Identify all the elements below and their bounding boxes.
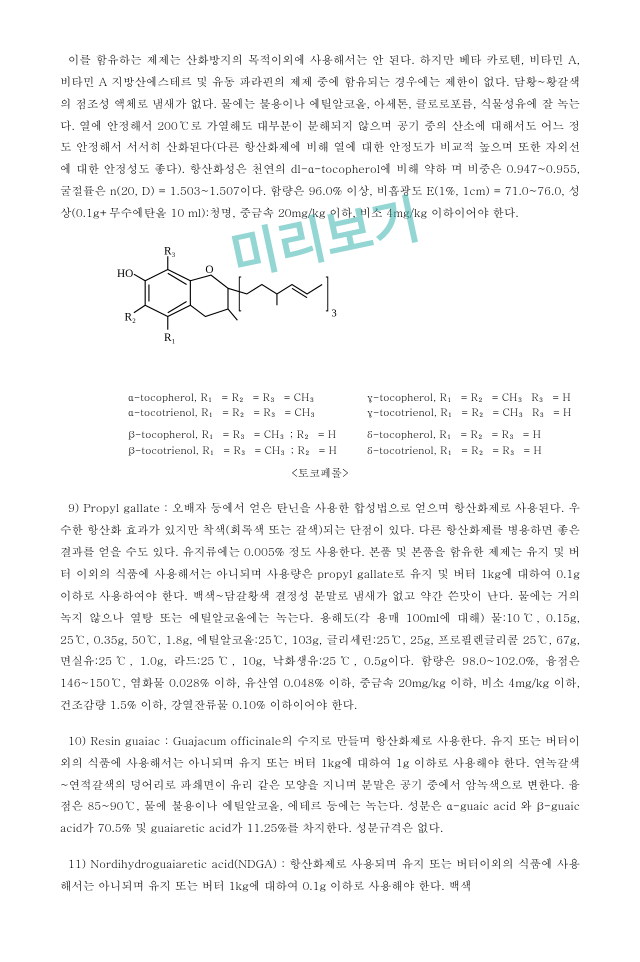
legend-r2b: δ-tocotrienol, R₁ = R₂ = R₃ = H [367, 442, 580, 458]
label-R3: R₃ [164, 245, 176, 257]
molecule-svg: HO R₃ R₂ R₁ O 3 [100, 239, 420, 379]
paragraph-2: 9) Propyl gallate : 오배자 등에서 얻은 탄닌을 사용한 합… [60, 498, 580, 716]
paragraph-4: 11) Nordihydroguaiaretic acid(NDGA) : 항산… [60, 854, 580, 898]
legend-r1a: γ-tocopherol, R₁ = R₂ = CH₃ R₃ = H [367, 389, 580, 405]
label-R1: R₁ [164, 332, 176, 344]
label-HO: HO [117, 268, 133, 280]
legend-l1a: α-tocopherol, R₁ = R₂ = R₃ = CH₃ [128, 389, 341, 405]
legend: α-tocopherol, R₁ = R₂ = R₃ = CH₃ α-tocot… [128, 389, 580, 458]
paragraph-1: 이를 함유하는 제제는 산화방지의 목적이외에 사용해서는 안 된다. 하지만 … [60, 50, 580, 225]
legend-l2a: β-tocopherol, R₁ = R₃ = CH₃; R₂ = H [128, 426, 341, 442]
label-tail: 3 [332, 308, 337, 319]
legend-l1b: α-tocotrienol, R₁ = R₂ = R₃ = CH₃ [128, 404, 341, 420]
legend-r2a: δ-tocopherol, R₁ = R₂ = R₃ = H [367, 426, 580, 442]
legend-l2b: β-tocotrienol, R₁ = R₃ = CH₃; R₂ = H [128, 442, 341, 458]
figure-caption: <토코페롤> [60, 464, 580, 485]
label-R2: R₂ [124, 311, 136, 323]
paragraph-3: 10) Resin guaiac : Guajacum officinale의 … [60, 731, 580, 840]
tocopherol-figure: HO R₃ R₂ R₁ O 3 α-tocopherol, R₁ = R₂ = … [100, 239, 580, 458]
legend-r1b: γ-tocotrienol, R₁ = R₂ = CH₃ R₃ = H [367, 404, 580, 420]
label-O: O [205, 264, 213, 276]
